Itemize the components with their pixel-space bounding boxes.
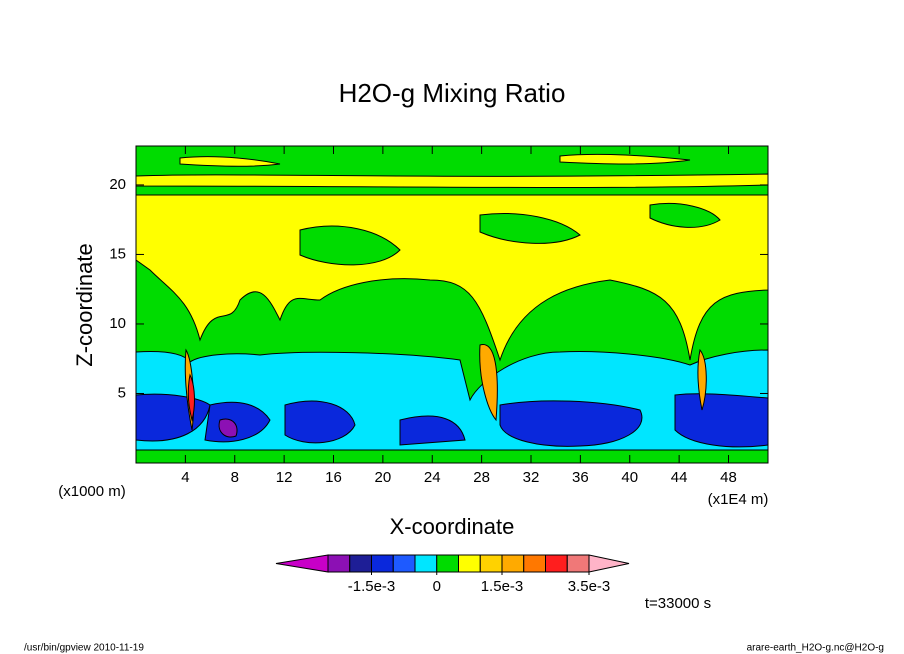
x-tick-label: 40 [621, 469, 638, 486]
x-tick-label: 28 [473, 469, 490, 486]
y-tick-label: 10 [109, 315, 126, 332]
colorbar-box [479, 554, 503, 573]
colorbar-box [392, 554, 416, 573]
x-tick-label: 8 [231, 469, 239, 486]
colorbar-box [545, 554, 568, 573]
colorbar-box [523, 554, 546, 573]
x-tick-label: 44 [671, 469, 688, 486]
y-axis-label: Z-coordinate [72, 243, 97, 367]
y-unit-label: (x1000 m) [58, 483, 126, 500]
colorbar-box [501, 554, 525, 573]
colorbar-box [327, 554, 351, 573]
x-tick-label: 4 [181, 469, 189, 486]
time-label: t=33000 s [645, 595, 711, 612]
colorbar-box [414, 554, 438, 573]
x-tick-label: 48 [720, 469, 737, 486]
chart-title: H2O-g Mixing Ratio [339, 78, 566, 108]
colorbar-box [458, 554, 481, 573]
colorbar-box [371, 554, 394, 573]
contour-field [136, 146, 768, 463]
colorbar-box [349, 554, 372, 573]
colorbar-tick-label: -1.5e-3 [348, 578, 396, 595]
y-tick-label: 15 [109, 245, 126, 262]
footer-left: /usr/bin/gpview 2010-11-19 [24, 643, 144, 654]
colorbar-box [436, 554, 459, 573]
colorbar-tick-label: 3.5e-3 [568, 578, 611, 595]
x-tick-label: 24 [424, 469, 441, 486]
x-tick-label: 20 [375, 469, 392, 486]
footer-right: arare-earth_H2O-g.nc@H2O-g [747, 643, 884, 654]
x-axis-label: X-coordinate [390, 514, 515, 539]
colorbar-over [588, 554, 630, 573]
plot-frame [135, 145, 769, 464]
y-tick-label: 20 [109, 176, 126, 193]
x-tick-label: 36 [572, 469, 589, 486]
colorbar-tick-label: 1.5e-3 [481, 578, 524, 595]
colorbar-under [275, 554, 329, 573]
colorbar-tick-label: 0 [433, 578, 441, 595]
x-tick-label: 32 [523, 469, 540, 486]
colorbar-box [566, 554, 590, 573]
x-unit-label: (x1E4 m) [708, 491, 769, 508]
x-tick-label: 16 [325, 469, 342, 486]
x-tick-label: 12 [276, 469, 293, 486]
y-tick-label: 5 [118, 384, 126, 401]
